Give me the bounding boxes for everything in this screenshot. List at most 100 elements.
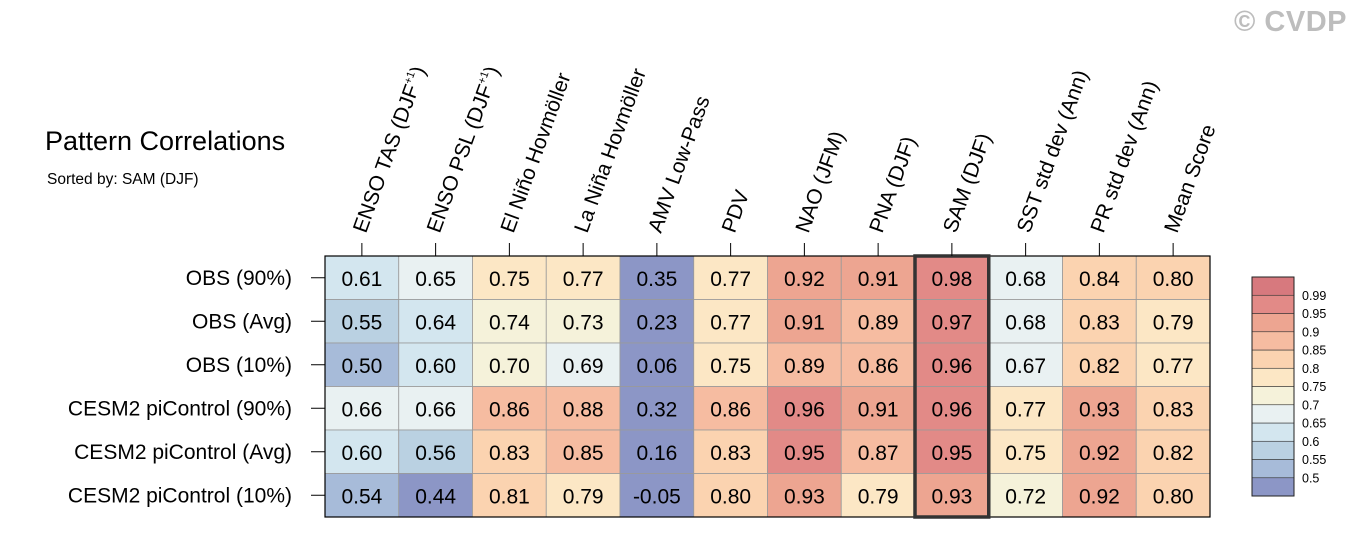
cell-value-label: 0.79 — [563, 485, 604, 508]
heatmap-cell — [988, 473, 1063, 518]
cell-value-label: 0.54 — [341, 485, 382, 508]
cell-value-label: 0.81 — [489, 485, 530, 508]
cell-value-label: 0.80 — [710, 485, 751, 508]
cell-value-label: 0.98 — [931, 268, 972, 291]
heatmap-cell — [398, 473, 473, 518]
colorbar-box — [1251, 477, 1295, 497]
heatmap-cell — [1062, 473, 1137, 518]
cell-value-label: 0.83 — [710, 442, 751, 465]
heatmap-cell — [1062, 429, 1137, 474]
cell-value-label: 0.96 — [931, 355, 972, 378]
colorbar-tick-label: 0.8 — [1302, 362, 1319, 376]
cell-value-label: 0.50 — [341, 355, 382, 378]
heatmap-cell — [1062, 386, 1137, 431]
cell-value-label: 0.06 — [636, 355, 677, 378]
cell-value-label: 0.86 — [710, 398, 751, 421]
cell-value-label: 0.95 — [784, 442, 825, 465]
heatmap-cell — [693, 342, 768, 387]
heatmap-cell — [914, 299, 990, 344]
column-label: SST std dev (Ann) — [1013, 67, 1093, 236]
cell-value-label: 0.87 — [858, 442, 899, 465]
colorbar-box — [1251, 349, 1295, 369]
chart-subtitle: Sorted by: SAM (DJF) — [47, 171, 199, 188]
cell-value-label: 0.95 — [931, 442, 972, 465]
cell-value-label: 0.93 — [931, 485, 972, 508]
heatmap-frame — [324, 255, 1211, 518]
cell-value-label: 0.80 — [1153, 485, 1194, 508]
column-label: NAO (JFM) — [791, 128, 849, 236]
colorbar-box — [1251, 422, 1295, 442]
cell-value-label: 0.79 — [1153, 311, 1194, 334]
column-label: PR std dev (Ann) — [1086, 78, 1162, 236]
cell-value-label: 0.91 — [784, 311, 825, 334]
cell-value-label: 0.83 — [1153, 398, 1194, 421]
heatmap-cell — [988, 342, 1063, 387]
cell-value-label: 0.82 — [1079, 355, 1120, 378]
heatmap-cell — [988, 429, 1063, 474]
cell-value-label: 0.77 — [710, 311, 751, 334]
cell-value-label: 0.77 — [710, 268, 751, 291]
heatmap-cell — [619, 473, 695, 518]
heatmap-cell — [693, 386, 768, 431]
heatmap-cell — [693, 429, 768, 474]
colorbar-box — [1251, 404, 1295, 424]
colorbar-box — [1251, 313, 1295, 333]
heatmap-cell — [324, 342, 400, 387]
cell-value-label: 0.89 — [784, 355, 825, 378]
colorbar-box — [1251, 276, 1295, 296]
cell-value-label: 0.73 — [563, 311, 604, 334]
column-label: Mean Score — [1160, 121, 1220, 235]
heatmap-cell — [1135, 429, 1211, 474]
colorbar-tick-label: 0.9 — [1302, 325, 1319, 339]
cell-value-label: 0.97 — [931, 311, 972, 334]
cell-value-label: 0.70 — [489, 355, 530, 378]
cell-value-label: 0.32 — [636, 398, 677, 421]
cell-value-label: 0.55 — [341, 311, 382, 334]
heatmap-cell — [767, 299, 842, 344]
column-label: PDV — [718, 187, 754, 235]
cvdp-watermark: © CVDP — [1234, 6, 1347, 38]
heatmap-cell — [1135, 255, 1211, 300]
row-label: CESM2 piControl (Avg) — [74, 441, 292, 464]
cell-value-label: 0.93 — [1079, 398, 1120, 421]
cell-value-label: 0.61 — [341, 268, 382, 291]
cell-value-label: 0.92 — [1079, 442, 1120, 465]
heatmap-cell — [767, 386, 842, 431]
column-label: El Niño Hovmöller — [496, 70, 575, 236]
cell-value-label: 0.77 — [1153, 355, 1194, 378]
cell-value-label: 0.60 — [341, 442, 382, 465]
column-label: ENSO PSL (DJF+1) — [423, 63, 505, 235]
heatmap-cell — [545, 473, 621, 518]
colorbar-tick-label: 0.99 — [1302, 289, 1326, 303]
cell-value-label: 0.82 — [1153, 442, 1194, 465]
cell-value-label: 0.85 — [563, 442, 604, 465]
cell-value-label: 0.65 — [415, 268, 456, 291]
cell-value-label: 0.67 — [1005, 355, 1046, 378]
colorbar-frame — [1251, 276, 1295, 497]
colorbar-box — [1251, 294, 1295, 314]
heatmap-cell — [472, 386, 547, 431]
cell-value-label: 0.83 — [489, 442, 530, 465]
colorbar-box — [1251, 367, 1295, 387]
heatmap-cell — [545, 429, 621, 474]
heatmap-cell — [324, 473, 400, 518]
cell-value-label: 0.74 — [489, 311, 530, 334]
cell-value-label: 0.83 — [1079, 311, 1120, 334]
cell-value-label: 0.60 — [415, 355, 456, 378]
cell-value-label: 0.89 — [858, 311, 899, 334]
cell-value-label: 0.16 — [636, 442, 677, 465]
heatmap-cell — [840, 429, 916, 474]
colorbar-box — [1251, 331, 1295, 351]
row-label: OBS (10%) — [186, 354, 292, 377]
heatmap-cell — [1062, 299, 1137, 344]
cell-value-label: 0.66 — [415, 398, 456, 421]
cell-value-label: 0.72 — [1005, 485, 1046, 508]
row-label: CESM2 piControl (10%) — [68, 484, 292, 507]
column-label: PNA (DJF) — [865, 134, 921, 236]
cell-value-label: 0.77 — [563, 268, 604, 291]
heatmap-cell — [398, 255, 473, 300]
heatmap-cell — [324, 299, 400, 344]
cell-value-label: 0.91 — [858, 398, 899, 421]
heatmap-cell — [767, 473, 842, 518]
